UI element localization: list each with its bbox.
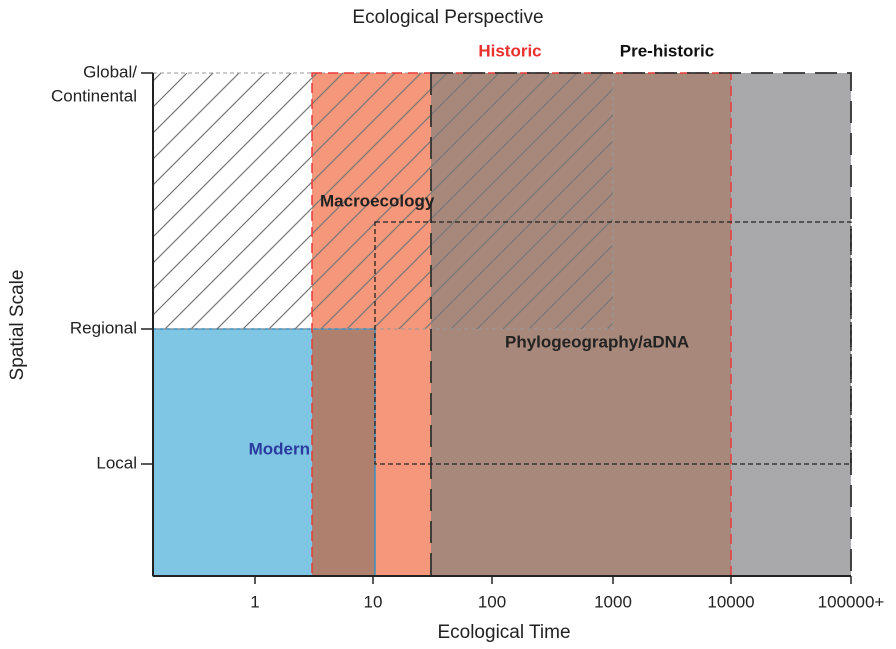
y-tick-label: Local [96,453,137,472]
x-tick-label: 1000 [594,592,632,611]
x-tick-label: 1 [250,592,259,611]
y-tick-label: Continental [51,86,137,105]
macroecology-label: Macroecology [320,191,435,210]
phylogeography-label: Phylogeography/aDNA [505,332,689,351]
title: Ecological Perspective [352,7,543,28]
prehistoric-label: Pre-historic [620,41,714,60]
x-axis-label: Ecological Time [437,622,570,643]
ticks [141,72,852,584]
x-tick-label: 100 [478,592,506,611]
historic-border [311,72,732,577]
x-tick-label: 100000+ [818,592,885,611]
prehistoric-area [731,73,851,576]
modern-area [153,329,312,576]
x-tick-label: 10000 [707,592,754,611]
historic-label: Historic [478,41,541,60]
y-tick-label: Global/ [83,62,137,81]
x-tick-label: 10 [364,592,383,611]
modern-label: Modern [249,439,310,458]
y-axis-label: Spatial Scale [7,270,28,381]
macroecology-hatch [153,73,613,329]
modern-historic-overlap [312,329,375,576]
y-tick-label: Regional [70,318,137,337]
phylogeography-border [374,221,852,465]
